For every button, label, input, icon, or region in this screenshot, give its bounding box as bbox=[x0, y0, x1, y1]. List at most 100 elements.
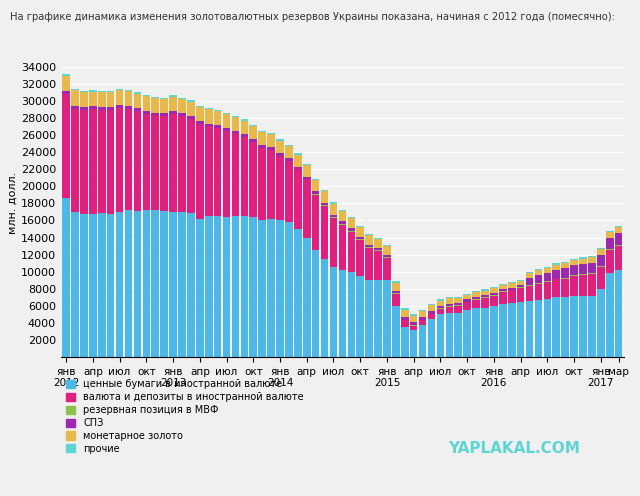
Bar bbox=[534, 300, 542, 357]
Bar bbox=[517, 285, 524, 287]
Bar bbox=[561, 279, 569, 297]
Bar bbox=[321, 191, 328, 202]
Bar bbox=[285, 146, 292, 158]
Bar bbox=[294, 167, 301, 169]
Bar bbox=[410, 322, 417, 325]
Bar bbox=[223, 128, 230, 131]
Bar bbox=[579, 264, 587, 274]
Bar bbox=[161, 114, 168, 116]
Bar bbox=[615, 226, 623, 227]
Bar bbox=[294, 229, 301, 357]
Bar bbox=[543, 267, 551, 268]
Bar bbox=[481, 308, 489, 357]
Bar bbox=[89, 90, 97, 92]
Bar bbox=[312, 250, 319, 357]
Bar bbox=[419, 325, 426, 357]
Bar bbox=[89, 110, 97, 214]
Bar bbox=[392, 294, 399, 306]
Bar bbox=[383, 280, 391, 357]
Bar bbox=[561, 278, 569, 279]
Bar bbox=[259, 132, 266, 145]
Bar bbox=[588, 274, 596, 296]
Bar bbox=[294, 155, 301, 167]
Bar bbox=[241, 137, 248, 216]
Bar bbox=[294, 153, 301, 155]
Bar bbox=[196, 106, 204, 107]
Bar bbox=[356, 276, 364, 357]
Bar bbox=[454, 297, 462, 298]
Bar bbox=[579, 296, 587, 357]
Bar bbox=[410, 325, 417, 330]
Bar bbox=[365, 248, 373, 280]
Bar bbox=[525, 272, 533, 273]
Bar bbox=[561, 268, 569, 278]
Bar bbox=[143, 114, 150, 210]
Bar bbox=[606, 273, 614, 357]
Bar bbox=[543, 281, 551, 282]
Bar bbox=[552, 265, 560, 269]
Bar bbox=[161, 211, 168, 357]
Bar bbox=[570, 260, 578, 265]
Bar bbox=[615, 270, 623, 357]
Bar bbox=[392, 306, 399, 357]
Bar bbox=[187, 116, 195, 119]
Bar bbox=[134, 108, 141, 111]
Bar bbox=[374, 248, 382, 250]
Bar bbox=[490, 306, 498, 357]
Bar bbox=[472, 300, 480, 309]
Bar bbox=[401, 320, 408, 327]
Bar bbox=[383, 245, 391, 246]
Bar bbox=[268, 150, 275, 219]
Bar bbox=[348, 228, 355, 231]
Bar bbox=[490, 288, 498, 293]
Bar bbox=[143, 111, 150, 114]
Bar bbox=[419, 320, 426, 325]
Bar bbox=[428, 314, 435, 318]
Bar bbox=[543, 268, 551, 272]
Bar bbox=[579, 259, 587, 264]
Bar bbox=[588, 296, 596, 357]
Bar bbox=[312, 194, 319, 195]
Bar bbox=[321, 206, 328, 259]
Bar bbox=[268, 219, 275, 357]
Bar bbox=[481, 290, 489, 291]
Bar bbox=[294, 169, 301, 229]
Bar bbox=[597, 289, 605, 357]
Bar bbox=[436, 299, 444, 301]
Bar bbox=[401, 308, 408, 310]
Bar bbox=[517, 280, 524, 281]
Bar bbox=[552, 263, 560, 265]
Bar bbox=[178, 98, 186, 99]
Bar bbox=[445, 307, 453, 312]
Bar bbox=[250, 142, 257, 217]
Bar bbox=[348, 232, 355, 272]
Bar bbox=[321, 190, 328, 191]
Bar bbox=[330, 215, 337, 217]
Y-axis label: млн. долл.: млн. долл. bbox=[8, 172, 18, 235]
Bar bbox=[463, 294, 471, 295]
Bar bbox=[606, 238, 614, 249]
Bar bbox=[214, 110, 221, 111]
Bar bbox=[71, 106, 79, 109]
Bar bbox=[525, 285, 533, 286]
Bar bbox=[259, 145, 266, 148]
Bar bbox=[285, 158, 292, 161]
Bar bbox=[223, 113, 230, 114]
Bar bbox=[178, 212, 186, 357]
Bar bbox=[499, 291, 507, 292]
Bar bbox=[356, 240, 364, 276]
Bar bbox=[125, 106, 132, 109]
Bar bbox=[579, 274, 587, 275]
Bar bbox=[259, 220, 266, 357]
Bar bbox=[561, 263, 569, 268]
Bar bbox=[481, 298, 489, 308]
Bar bbox=[472, 297, 480, 299]
Bar bbox=[481, 291, 489, 295]
Bar bbox=[436, 310, 444, 314]
Bar bbox=[285, 145, 292, 146]
Bar bbox=[428, 305, 435, 311]
Bar bbox=[98, 110, 106, 213]
Bar bbox=[285, 161, 292, 222]
Bar bbox=[356, 227, 364, 237]
Bar bbox=[241, 134, 248, 137]
